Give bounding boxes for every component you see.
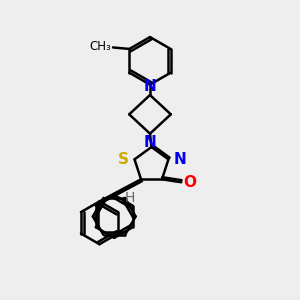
Text: N: N <box>144 79 156 94</box>
Text: H: H <box>125 191 135 205</box>
Text: O: O <box>184 175 197 190</box>
Text: S: S <box>118 152 129 167</box>
Text: N: N <box>144 135 156 150</box>
Text: CH₃: CH₃ <box>89 40 111 53</box>
Text: N: N <box>174 152 187 167</box>
